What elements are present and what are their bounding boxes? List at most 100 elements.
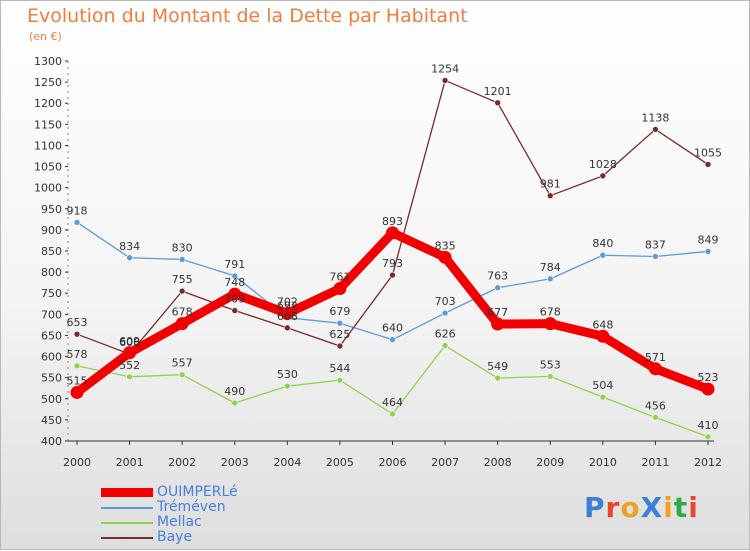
- data-point-baye: [231, 307, 239, 314]
- data-label-ouimperle-: 609: [119, 335, 140, 348]
- data-point-mellac: [284, 382, 291, 390]
- y-tick-label: 650: [41, 329, 62, 342]
- y-tick-label: 400: [41, 435, 62, 448]
- data-label-ouimperle-: 761: [329, 271, 350, 284]
- data-label-mellac: 504: [592, 379, 613, 392]
- legend-item: Baye: [101, 529, 301, 545]
- data-point-baye: [73, 330, 81, 338]
- data-label-mellac: 490: [224, 385, 245, 398]
- y-tick-label: 1050: [34, 161, 62, 174]
- data-point-mellac: [704, 433, 712, 441]
- y-tick-label: 800: [41, 266, 62, 279]
- data-label-mellac: 456: [645, 399, 666, 412]
- legend-item: OUIMPERLé: [101, 484, 301, 500]
- data-label-tre-me-ven: 830: [172, 241, 193, 254]
- data-label-tre-me-ven: 703: [435, 295, 456, 308]
- data-label-ouimperle-: 677: [487, 306, 508, 319]
- legend-swatch: [101, 537, 153, 539]
- x-tick-label: 2012: [694, 456, 722, 469]
- data-label-mellac: 410: [698, 419, 719, 432]
- data-label-mellac: 626: [435, 328, 456, 341]
- x-tick-label: 2006: [379, 456, 407, 469]
- chart-subtitle: (en €): [29, 30, 62, 43]
- data-label-tre-me-ven: 849: [698, 233, 719, 246]
- data-point-tre-me-ven: [231, 272, 239, 280]
- data-point-baye: [704, 161, 712, 168]
- data-label-tre-me-ven: 784: [540, 261, 561, 274]
- data-point-baye: [284, 324, 291, 332]
- logo-letter: t: [673, 491, 689, 524]
- y-tick-label: 950: [41, 203, 62, 216]
- legend-label: Tréméven: [157, 499, 226, 515]
- series-layer: [70, 77, 715, 441]
- data-label-ouimperle-: 702: [277, 295, 298, 308]
- y-tick-label: 900: [41, 224, 62, 237]
- data-point-ouimperle-: [280, 306, 294, 320]
- data-label-ouimperle-: 893: [382, 215, 403, 228]
- legend-swatch: [101, 522, 153, 524]
- legend: OUIMPERLé Tréméven Mellac Baye: [101, 484, 301, 545]
- data-point-ouimperle-: [543, 317, 557, 331]
- data-point-baye: [546, 192, 554, 199]
- data-point-mellac: [599, 393, 607, 401]
- data-label-tre-me-ven: 840: [592, 237, 613, 250]
- y-tick-label: 1100: [34, 139, 62, 152]
- data-label-mellac: 578: [67, 348, 88, 361]
- data-point-baye: [599, 172, 607, 180]
- data-point-ouimperle-: [648, 362, 662, 376]
- data-point-tre-me-ven: [704, 248, 712, 255]
- data-point-tre-me-ven: [441, 309, 449, 317]
- data-point-tre-me-ven: [126, 254, 133, 262]
- data-label-ouimperle-: 678: [172, 306, 193, 319]
- data-point-baye: [389, 271, 396, 279]
- data-point-mellac: [126, 373, 133, 381]
- data-label-baye: 793: [382, 257, 403, 270]
- data-label-baye: 1028: [589, 158, 617, 171]
- logo-letter: i: [663, 491, 674, 524]
- data-label-tre-me-ven: 679: [329, 305, 350, 318]
- logo-letter: r: [605, 491, 621, 524]
- data-point-tre-me-ven: [178, 256, 186, 263]
- data-point-ouimperle-: [701, 382, 715, 396]
- data-label-mellac: 557: [172, 357, 193, 370]
- data-label-tre-me-ven: 918: [67, 204, 88, 217]
- data-point-tre-me-ven: [599, 251, 607, 259]
- legend-item: Tréméven: [101, 499, 301, 515]
- chart-title: Evolution du Montant de la Dette par Hab…: [27, 5, 468, 27]
- x-tick-label: 2009: [536, 456, 564, 469]
- data-label-baye: 1254: [431, 62, 459, 75]
- data-point-mellac: [178, 371, 186, 379]
- logo-letter: o: [620, 491, 641, 524]
- y-tick-label: 1200: [34, 97, 62, 110]
- data-point-mellac: [546, 373, 554, 380]
- y-tick-label: 1300: [34, 55, 62, 68]
- data-label-tre-me-ven: 640: [382, 322, 403, 335]
- data-label-baye: 625: [329, 328, 350, 341]
- data-point-tre-me-ven: [73, 218, 81, 226]
- data-point-ouimperle-: [123, 346, 137, 360]
- data-label-mellac: 544: [329, 362, 350, 375]
- data-label-baye: 1201: [484, 85, 512, 98]
- data-label-mellac: 530: [277, 368, 298, 381]
- data-label-baye: 1138: [641, 111, 669, 124]
- data-point-ouimperle-: [175, 317, 189, 331]
- data-label-ouimperle-: 571: [645, 351, 666, 364]
- x-tick-label: 2004: [273, 456, 301, 469]
- legend-label: Mellac: [157, 514, 202, 530]
- data-point-ouimperle-: [228, 287, 242, 301]
- data-point-mellac: [336, 376, 344, 384]
- data-label-tre-me-ven: 692: [277, 300, 298, 313]
- data-label-baye: 606: [119, 336, 140, 349]
- data-point-tre-me-ven: [336, 319, 344, 327]
- y-tick-label: 1150: [34, 118, 62, 131]
- x-tick-label: 2010: [589, 456, 617, 469]
- legend-label: Baye: [157, 529, 193, 545]
- y-tick-label: 750: [41, 287, 62, 300]
- data-point-mellac: [389, 410, 396, 418]
- data-point-ouimperle-: [70, 385, 84, 399]
- data-point-ouimperle-: [438, 250, 452, 264]
- data-point-tre-me-ven: [546, 275, 554, 283]
- data-point-baye: [336, 342, 344, 350]
- logo-letter: i: [688, 491, 699, 524]
